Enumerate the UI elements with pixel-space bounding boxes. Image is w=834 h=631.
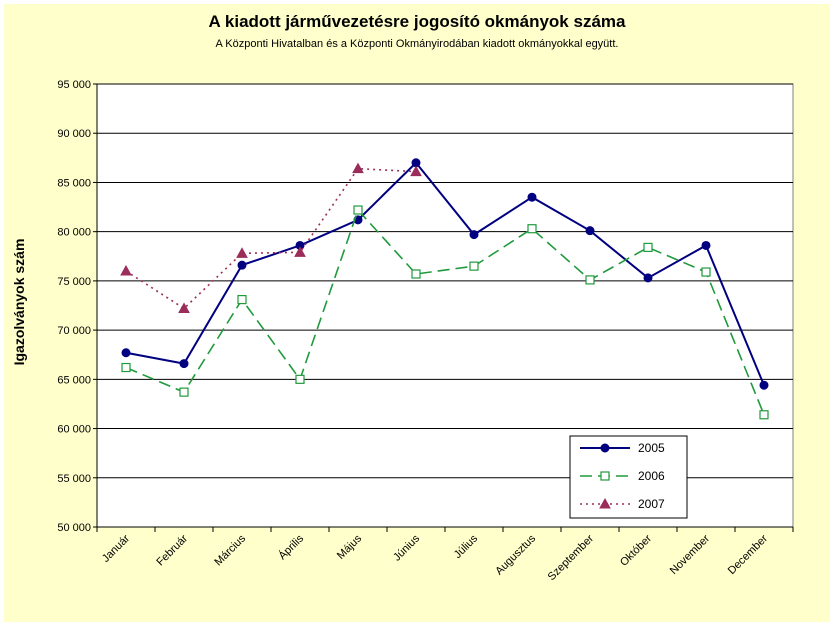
y-tick-label: 60 000 (57, 424, 91, 436)
series-line-2007 (125, 167, 417, 310)
legend-label: 2007 (638, 497, 665, 511)
y-tick-label: 55 000 (57, 473, 91, 485)
y-tick-label: 80 000 (57, 227, 91, 239)
legend-marker (599, 497, 611, 509)
data-point (759, 410, 769, 420)
series-2006 (121, 205, 769, 420)
data-point (353, 205, 363, 215)
y-axis-label: Igazolványok szám (11, 239, 27, 366)
series-line-2005 (125, 161, 765, 386)
series-line-2006 (125, 208, 765, 416)
data-point (236, 247, 248, 258)
data-point (120, 265, 132, 276)
data-point (352, 162, 364, 174)
data-point (585, 275, 595, 285)
data-point (237, 294, 247, 305)
plot-area (96, 83, 794, 528)
data-point (643, 242, 653, 253)
y-tick-label: 85 000 (57, 177, 91, 189)
data-point (179, 359, 189, 369)
series-layer (120, 158, 769, 420)
y-tick-label: 95 000 (57, 79, 91, 91)
data-point (643, 273, 653, 283)
data-point (295, 374, 305, 384)
legend-marker (600, 471, 610, 481)
data-point (121, 348, 131, 358)
y-tick-label: 75 000 (57, 276, 91, 288)
legend-label: 2005 (638, 441, 665, 455)
data-point (411, 269, 421, 279)
series-2007 (120, 162, 422, 313)
data-point (411, 158, 421, 168)
chart-title: A kiadott járművezetésre jogosító okmány… (209, 12, 626, 31)
data-point (469, 230, 479, 240)
data-point (759, 380, 769, 390)
data-point (701, 267, 711, 277)
y-tick-label: 65 000 (57, 374, 91, 386)
legend-marker (600, 443, 610, 453)
y-tick-label: 70 000 (57, 325, 91, 337)
gridlines (97, 83, 793, 479)
y-tick-label: 50 000 (57, 522, 91, 534)
chart-subtitle: A Központi Hivatalban és a Központi Okmá… (216, 38, 619, 50)
y-axis: 50 000 55 000 60 000 65 000 70 000 75 000 80 0… (57, 79, 98, 534)
data-point (294, 246, 306, 257)
data-point (178, 302, 190, 313)
data-point (410, 165, 422, 177)
data-point (585, 226, 595, 236)
data-point (701, 240, 711, 250)
data-point (237, 260, 247, 270)
data-point (527, 224, 537, 234)
legend-label: 2006 (638, 469, 665, 483)
y-tick-label: 90 000 (57, 128, 91, 140)
data-point (121, 362, 131, 373)
data-point (179, 387, 189, 397)
legend: 2005 2006 2007 (569, 435, 688, 519)
data-point (469, 261, 479, 271)
data-point (527, 192, 537, 202)
